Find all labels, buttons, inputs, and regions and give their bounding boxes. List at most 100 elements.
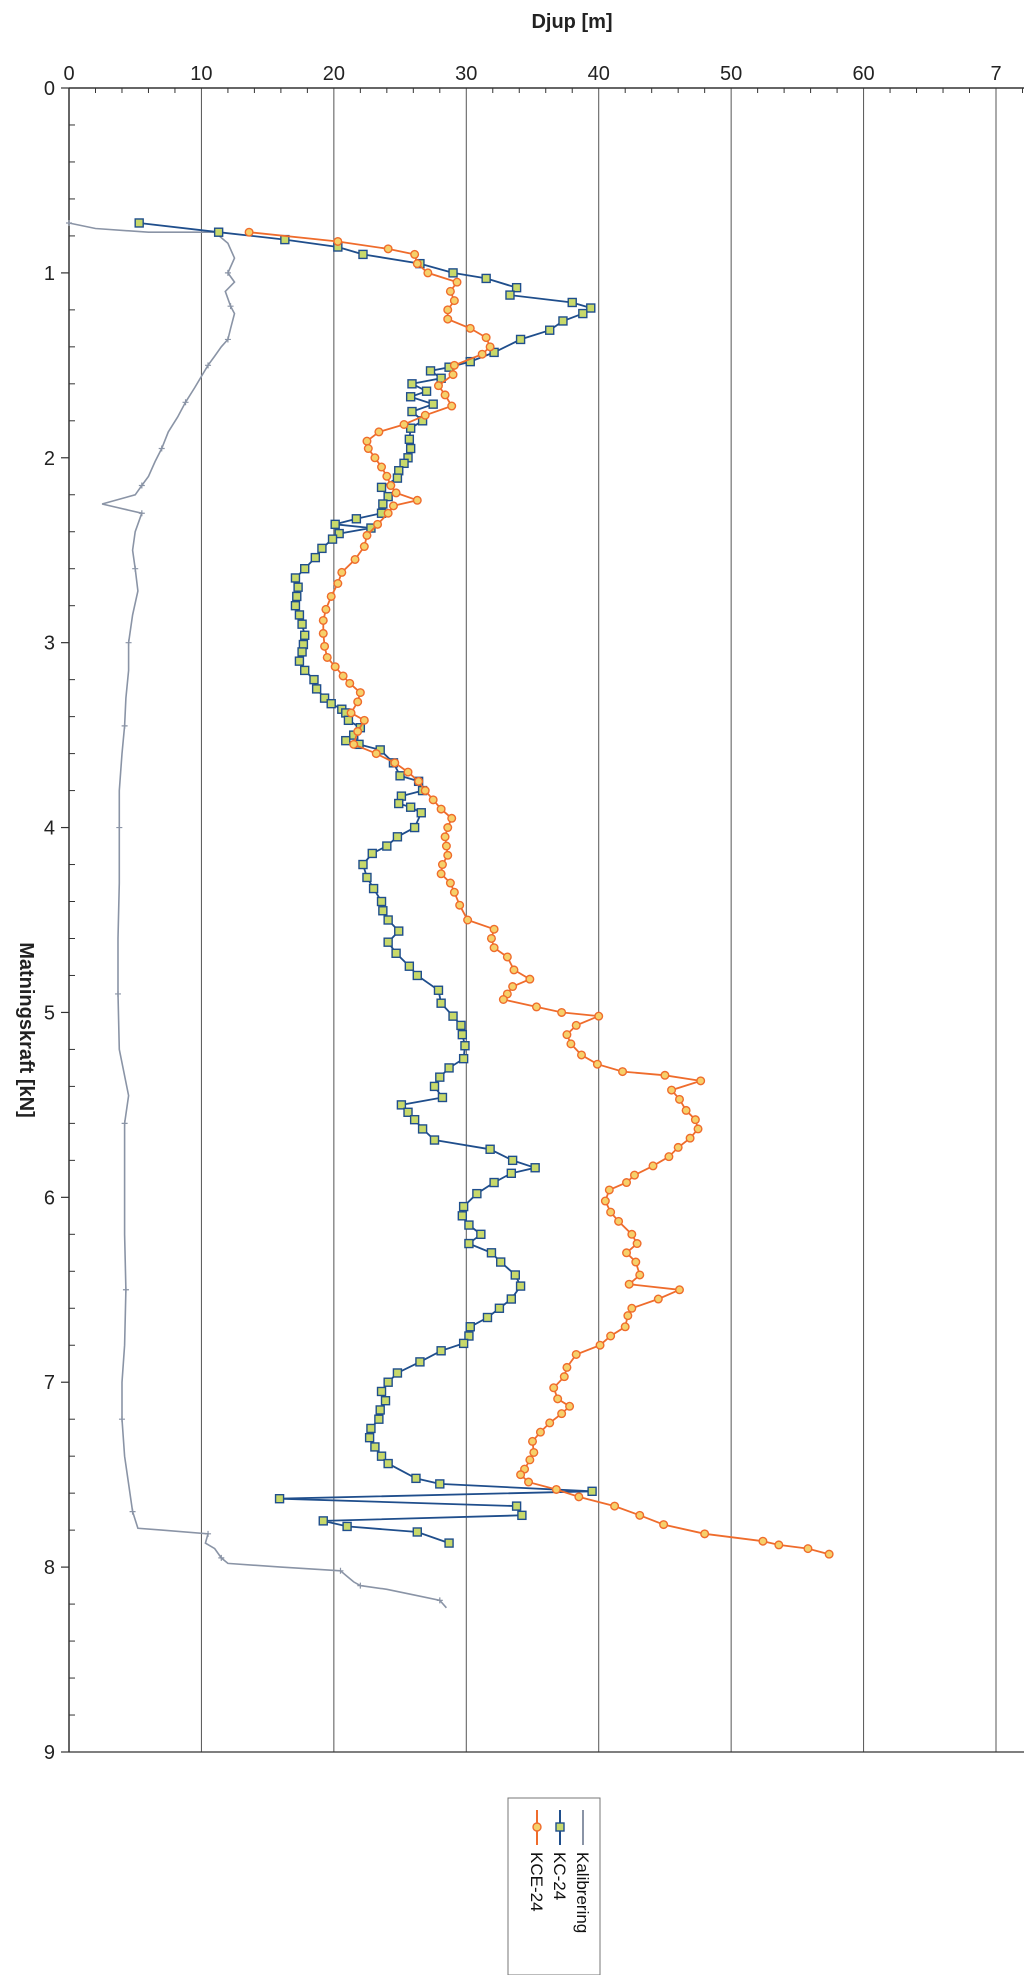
y-tick-label: 9 [44, 1742, 55, 1764]
data-point [553, 1394, 563, 1404]
data-point [674, 1094, 684, 1104]
data-point [410, 249, 420, 259]
y-axis-ticks: 0 1 2 3 4 5 6 7 8 9 [44, 78, 75, 1764]
data-point [395, 771, 405, 781]
data-point [516, 1470, 526, 1480]
data-point [690, 1115, 700, 1125]
data-point [244, 227, 254, 237]
data-point [524, 1477, 534, 1487]
data-point [510, 1270, 520, 1280]
data-point [383, 508, 393, 518]
data-point [134, 218, 144, 228]
data-point [405, 423, 416, 433]
data-point [300, 665, 310, 676]
data-point [604, 1185, 614, 1195]
data-point [464, 1238, 474, 1249]
data-point [465, 356, 475, 367]
data-point [409, 1114, 420, 1125]
data-point [502, 952, 512, 962]
data-point [121, 722, 128, 729]
data-point [496, 1257, 506, 1267]
data-point [66, 219, 72, 226]
series-kalibrering [66, 219, 447, 1609]
data-point [377, 462, 387, 472]
data-point [407, 406, 417, 417]
data-point [333, 579, 343, 589]
data-point [158, 445, 165, 452]
data-point [412, 259, 422, 269]
data-point [412, 970, 422, 981]
data-point [320, 641, 330, 651]
data-point [371, 749, 381, 759]
data-point [457, 1211, 468, 1221]
data-point [586, 303, 596, 313]
data-point [445, 878, 455, 888]
legend-label-kalibrering: Kalibrering [573, 1852, 592, 1933]
data-point [364, 1432, 375, 1443]
data-point [448, 268, 458, 278]
data-point [443, 850, 453, 860]
data-point [429, 1135, 440, 1145]
data-point [758, 1536, 768, 1546]
data-point [648, 1161, 658, 1171]
data-point [559, 1372, 569, 1382]
data-point [447, 813, 457, 823]
data-point [359, 715, 369, 725]
data-point [392, 473, 403, 483]
data-point [300, 630, 310, 640]
x-axis-title: Djup [m] [531, 11, 612, 33]
data-point [659, 1520, 669, 1530]
data-point [562, 1362, 572, 1372]
data-point [380, 1396, 391, 1406]
data-point [592, 1059, 602, 1069]
data-point [125, 639, 132, 646]
data-point [363, 444, 373, 454]
y-tick-label: 5 [44, 1002, 55, 1024]
series-kc-24 [134, 218, 597, 1548]
data-point [224, 269, 231, 276]
data-point [292, 591, 302, 602]
data-point [624, 1279, 634, 1289]
data-point [342, 1521, 352, 1532]
data-point [455, 900, 465, 910]
series-kce-24 [244, 227, 834, 1559]
data-point [218, 1554, 225, 1561]
data-point [515, 334, 526, 345]
data-point [558, 316, 568, 326]
data-point [494, 1303, 505, 1313]
data-point [386, 481, 396, 491]
x-tick-label: 60 [852, 63, 874, 85]
data-point [182, 399, 189, 406]
data-point [383, 915, 393, 925]
legend-label-kc-24: KC-24 [550, 1852, 569, 1900]
x-tick-label: 40 [588, 63, 610, 85]
data-point [311, 684, 322, 694]
data-point [610, 1501, 620, 1511]
data-point [404, 961, 415, 971]
data-point [414, 776, 424, 786]
data-point [618, 1067, 628, 1077]
data-point [635, 1510, 645, 1520]
data-point [576, 1050, 586, 1060]
data-point [290, 573, 301, 583]
data-point [433, 381, 443, 391]
data-point [294, 610, 305, 620]
data-point [392, 1368, 403, 1378]
data-point [489, 1177, 499, 1188]
data-point [359, 542, 369, 552]
data-point [507, 1155, 518, 1166]
data-point [362, 530, 372, 540]
data-point [309, 674, 319, 685]
data-point [383, 937, 393, 947]
data-point [565, 1401, 575, 1411]
data-point [774, 1540, 784, 1550]
data-point [511, 282, 522, 293]
data-point [567, 297, 577, 308]
data-point [489, 924, 499, 934]
data-point [627, 1229, 637, 1239]
data-point [205, 362, 212, 369]
data-point [420, 410, 430, 420]
data-point [322, 652, 332, 662]
data-point [622, 1248, 632, 1258]
